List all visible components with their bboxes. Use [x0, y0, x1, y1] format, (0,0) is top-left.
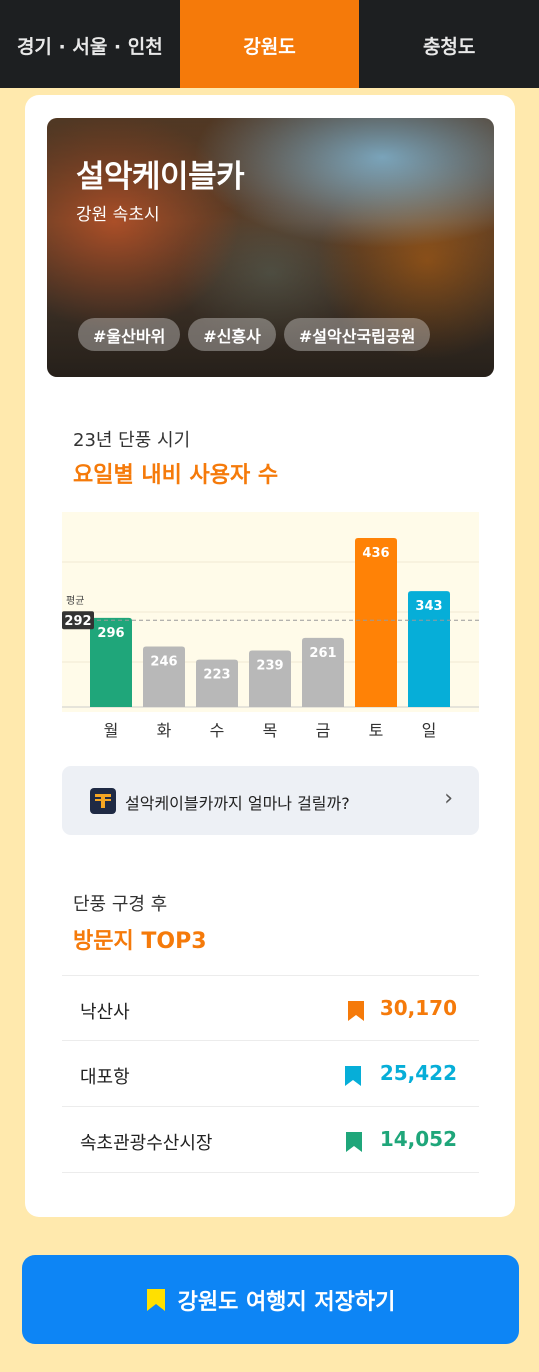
tag-chip[interactable]: #신흥사	[188, 318, 276, 351]
destination-title: 설악케이블카	[76, 159, 245, 195]
tab-gangwon[interactable]: 강원도	[179, 0, 360, 88]
bookmark-icon	[345, 1066, 361, 1086]
tag-chip[interactable]: #울산바위	[78, 318, 181, 351]
bookmark-icon	[348, 1001, 364, 1021]
route-time-text: 설악케이블카까지 얼마나 걸릴까?	[125, 794, 350, 813]
place-name: 속초관광수산시장	[80, 1133, 213, 1154]
average-badge	[62, 611, 94, 630]
destination-location: 강원 속초시	[76, 205, 160, 225]
bar-value-label: 436	[362, 546, 389, 561]
chart-svg: 296 246 223 239 261 436 343 평균 292	[62, 512, 479, 712]
average-label: 평균	[66, 595, 84, 607]
chart-bar	[408, 591, 450, 707]
chart-bar	[90, 617, 132, 707]
x-tick-label: 금	[316, 721, 331, 740]
region-tabs: 경기 · 서울 · 인천 강원도 충청도	[0, 0, 539, 88]
chart-bar	[249, 650, 291, 707]
tag-chip[interactable]: #설악산국립공원	[283, 318, 431, 351]
visit-count: 30,170	[379, 996, 457, 1020]
tab-chungcheong[interactable]: 충청도	[422, 35, 476, 58]
x-tick-label: 화	[157, 721, 172, 740]
visit-count: 25,422	[379, 1061, 457, 1085]
bookmark-icon	[146, 1288, 165, 1311]
hero-image: 설악케이블카 강원 속초시 #울산바위 #신흥사 #설악산국립공원	[47, 118, 494, 377]
x-tick-label: 일	[422, 721, 437, 740]
bar-value-label: 261	[309, 646, 336, 661]
list-item[interactable]: 속초관광수산시장 14,052	[62, 1107, 479, 1173]
x-tick-label: 수	[210, 721, 225, 740]
chevron-right-icon: ›	[444, 786, 453, 811]
bar-value-label: 296	[97, 626, 124, 641]
bar-value-label: 343	[415, 599, 442, 614]
x-tick-label: 토	[369, 721, 384, 740]
visit-count: 14,052	[379, 1127, 457, 1151]
top3-title: 방문지 TOP3	[73, 929, 207, 954]
chart-bar	[302, 637, 344, 707]
top3-subtitle: 단풍 구경 후	[73, 894, 168, 915]
place-name: 낙산사	[80, 1002, 130, 1023]
chart-bar	[196, 659, 238, 707]
tab-gyeonggi-seoul-incheon[interactable]: 경기 · 서울 · 인천	[16, 35, 163, 58]
usage-title: 요일별 내비 사용자 수	[73, 463, 279, 488]
t-map-icon	[90, 788, 116, 814]
list-item[interactable]: 낙산사 30,170	[62, 975, 479, 1041]
list-item[interactable]: 대포항 25,422	[62, 1041, 479, 1107]
bar-value-label: 223	[203, 668, 230, 683]
bar-value-label: 246	[150, 654, 177, 669]
destination-card: 설악케이블카 강원 속초시 #울산바위 #신흥사 #설악산국립공원 23년 단풍…	[25, 95, 515, 1217]
top3-list: 낙산사 30,170 대포항 25,422 속초관광수산시장 14,052	[62, 975, 479, 1173]
average-value: 292	[64, 614, 91, 629]
place-name: 대포항	[80, 1067, 130, 1088]
save-button-label: 강원도 여행지 저장하기	[177, 1289, 396, 1315]
bar-value-label: 239	[256, 658, 283, 673]
usage-subtitle: 23년 단풍 시기	[73, 430, 191, 451]
save-destination-button[interactable]: 강원도 여행지 저장하기	[22, 1255, 519, 1344]
bookmark-icon	[346, 1132, 362, 1152]
hero-shade	[47, 118, 494, 377]
chart-bar	[143, 646, 185, 707]
x-tick-label: 월	[104, 721, 119, 740]
route-time-button[interactable]: 설악케이블카까지 얼마나 걸릴까? ›	[62, 766, 479, 835]
weekday-bar-chart: 296 246 223 239 261 436 343 평균 292	[62, 512, 479, 742]
tag-list: #울산바위 #신흥사 #설악산국립공원	[78, 318, 431, 351]
x-tick-label: 목	[263, 721, 278, 740]
chart-bar	[355, 537, 397, 707]
